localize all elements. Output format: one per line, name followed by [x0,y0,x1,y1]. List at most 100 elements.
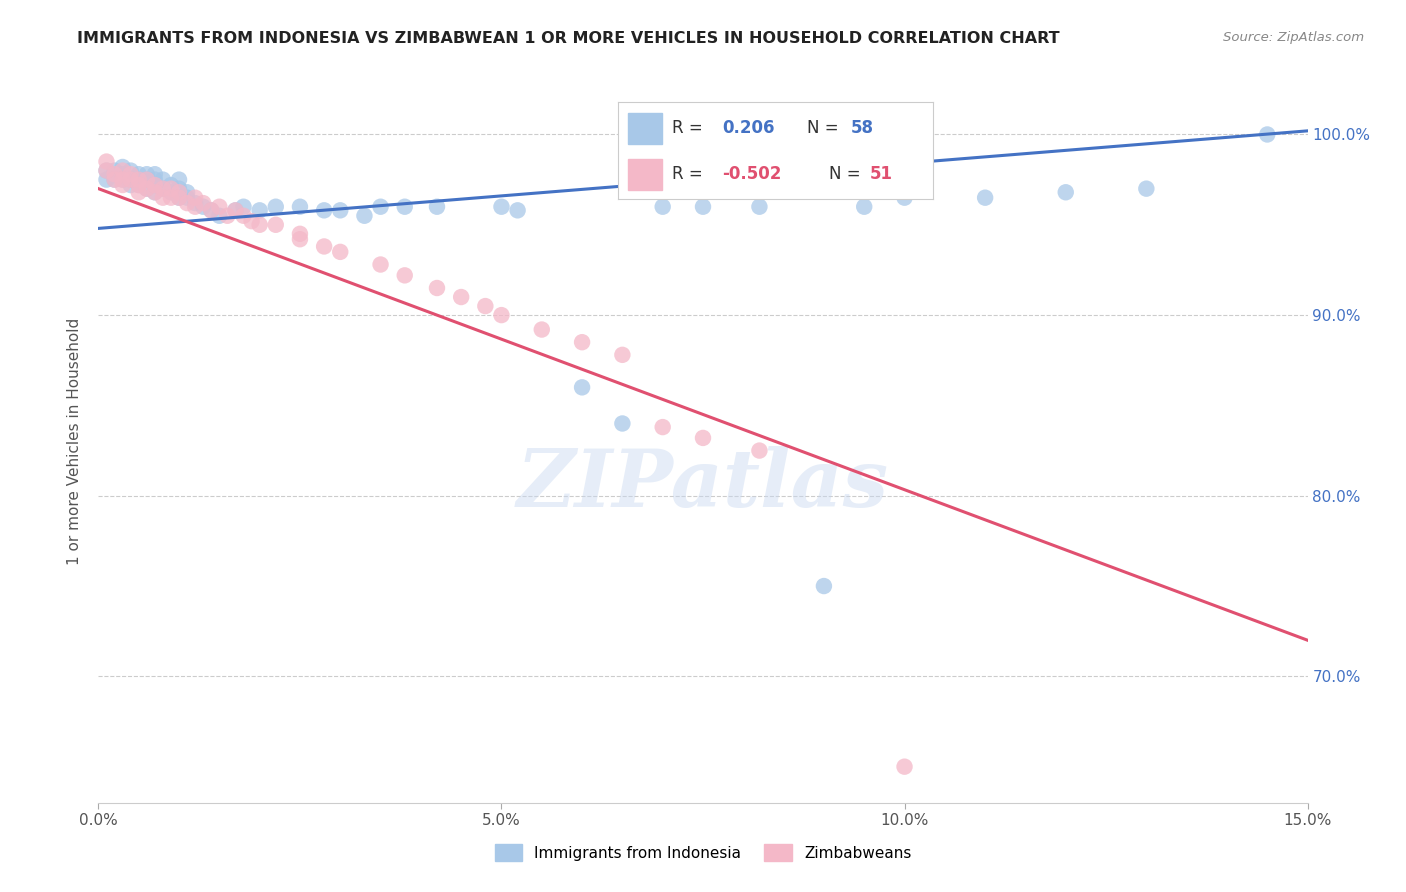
Point [200,203,222,218]
Point [120,172,142,186]
Point [120,163,142,178]
Point [974,191,997,205]
Point [160,191,183,205]
Point [120,178,142,192]
Point [167,186,190,200]
Point [426,200,449,214]
Point [152,172,174,186]
Point [111,172,134,186]
Point [152,181,174,195]
Point [135,181,157,195]
Point [143,172,166,186]
Point [491,200,513,214]
Point [530,322,553,336]
Point [240,214,263,228]
Y-axis label: 1 or more Vehicles in Household: 1 or more Vehicles in Household [67,318,83,566]
Point [491,308,513,322]
Point [264,218,287,232]
Point [128,178,150,192]
Point [748,443,770,458]
Point [208,200,231,214]
Point [474,299,496,313]
Point [96,163,118,178]
Point [184,200,207,214]
Point [288,232,311,246]
Point [329,203,352,218]
Point [103,163,125,178]
Point [208,209,231,223]
Point [612,417,634,431]
Point [160,186,183,200]
Point [135,172,157,186]
Point [893,191,915,205]
Point [224,203,246,218]
Point [314,203,336,218]
Point [135,181,157,195]
Point [893,759,915,773]
Point [692,200,714,214]
Point [128,186,150,200]
Point [748,200,770,214]
Point [167,181,190,195]
Point [128,178,150,192]
Point [96,172,118,186]
Point [111,167,134,181]
Point [143,186,166,200]
Point [853,200,876,214]
Point [167,172,190,186]
Point [370,200,392,214]
Point [571,335,593,350]
Point [370,258,392,272]
Point [217,209,239,223]
Point [193,196,215,211]
Point [120,172,142,186]
Point [111,160,134,174]
Point [329,244,352,259]
Point [103,172,125,186]
Point [394,200,416,214]
Point [450,290,472,304]
Point [111,163,134,178]
Point [128,172,150,186]
Point [813,579,835,593]
Point [232,209,254,223]
Point [314,239,336,253]
Point [128,172,150,186]
Point [1135,181,1157,195]
Point [288,227,311,241]
Text: ZIPatlas: ZIPatlas [517,446,889,524]
Point [128,167,150,181]
Point [651,420,673,434]
Point [692,431,714,445]
Point [135,167,157,181]
Point [167,191,190,205]
Point [232,200,254,214]
Point [184,191,207,205]
Point [176,186,198,200]
Point [249,203,271,218]
Point [1256,128,1278,142]
Legend: Immigrants from Indonesia, Zimbabweans: Immigrants from Indonesia, Zimbabweans [488,838,918,867]
Point [96,154,118,169]
Point [111,172,134,186]
Point [160,178,183,192]
Point [120,167,142,181]
Point [249,218,271,232]
Point [200,203,222,218]
Point [96,163,118,178]
Point [143,178,166,192]
Point [111,178,134,192]
Point [353,209,375,223]
Text: Source: ZipAtlas.com: Source: ZipAtlas.com [1223,31,1364,45]
Point [394,268,416,283]
Point [288,200,311,214]
Point [103,167,125,181]
Point [224,203,246,218]
Point [152,181,174,195]
Point [103,172,125,186]
Point [160,181,183,195]
Point [506,203,529,218]
Point [264,200,287,214]
Point [176,191,198,205]
Text: IMMIGRANTS FROM INDONESIA VS ZIMBABWEAN 1 OR MORE VEHICLES IN HOUSEHOLD CORRELAT: IMMIGRANTS FROM INDONESIA VS ZIMBABWEAN … [77,31,1060,46]
